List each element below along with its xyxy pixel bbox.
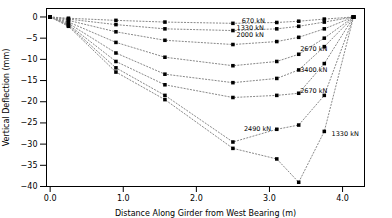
svg-text:3400 kN: 3400 kN [300,66,327,74]
svg-text:1330 kN: 1330 kN [236,23,264,32]
svg-text:2490 kN: 2490 kN [244,125,271,133]
svg-text:670 kN: 670 kN [241,17,265,26]
svg-text:0: 0 [32,13,37,22]
svg-text:2000 kN: 2000 kN [237,31,264,39]
svg-text:−10: −10 [21,55,38,64]
svg-text:2670 kN: 2670 kN [300,45,327,53]
svg-text:Vertical Deflection (mm): Vertical Deflection (mm) [2,49,11,147]
svg-text:4.0: 4.0 [336,194,349,203]
svg-text:−30: −30 [21,140,38,149]
svg-text:Distance Along Girder from Wes: Distance Along Girder from West Bearing … [115,209,296,218]
svg-text:−20: −20 [21,97,38,106]
svg-text:1.0: 1.0 [117,194,130,203]
svg-text:3.0: 3.0 [263,194,276,203]
svg-text:−15: −15 [21,76,38,85]
svg-text:2.0: 2.0 [190,194,203,203]
svg-text:−5: −5 [26,34,38,43]
svg-text:−35: −35 [21,161,38,170]
svg-text:−40: −40 [21,182,38,191]
svg-text:1330 kN: 1330 kN [332,130,359,138]
svg-text:2670 kN: 2670 kN [300,87,327,95]
svg-text:0.0: 0.0 [44,194,57,203]
svg-text:−25: −25 [21,118,38,127]
